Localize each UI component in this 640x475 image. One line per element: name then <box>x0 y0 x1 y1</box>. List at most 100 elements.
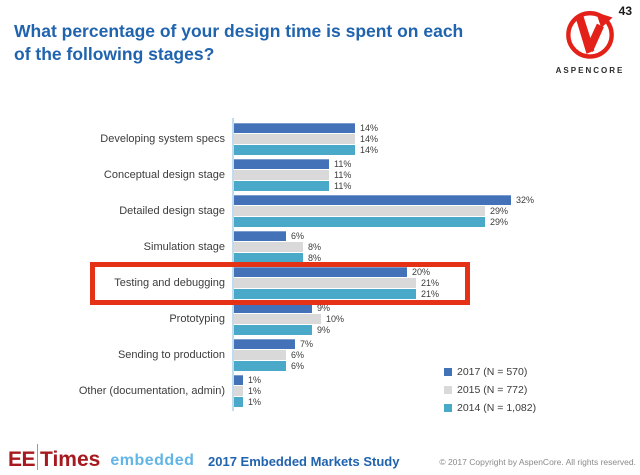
bar-line: 7% <box>234 339 313 349</box>
bar-2014 <box>234 181 329 191</box>
legend-item-2014: 2014 (N = 1,082) <box>444 399 536 417</box>
bar-2014 <box>234 361 286 371</box>
bar-line: 21% <box>234 289 439 299</box>
eetimes-logo: EE Times embedded <box>8 444 194 470</box>
bar-line: 6% <box>234 361 313 371</box>
value-label: 1% <box>248 397 262 407</box>
embedded-logo: embedded <box>110 452 195 469</box>
value-label: 6% <box>291 361 305 371</box>
chart-row: Conceptual design stage 11% 11% 11% <box>0 157 640 193</box>
value-label: 21% <box>421 278 440 288</box>
eetimes-logo-times: Times <box>40 448 101 471</box>
bar-group: 9% 10% 9% <box>234 303 344 336</box>
value-label: 32% <box>516 195 535 205</box>
value-label: 11% <box>334 181 352 191</box>
value-label: 20% <box>412 267 431 277</box>
bar-2015 <box>234 278 416 288</box>
chart-legend: 2017 (N = 570) 2015 (N = 772) 2014 (N = … <box>444 363 536 417</box>
chart-row: Detailed design stage 32% 29% 29% <box>0 193 640 229</box>
value-label: 7% <box>300 339 314 349</box>
value-label: 14% <box>360 145 379 155</box>
bar-2015 <box>234 350 286 360</box>
bar-line: 11% <box>234 181 351 191</box>
value-label: 29% <box>490 217 509 227</box>
bar-2015 <box>234 170 329 180</box>
legend-label-2015: 2015 (N = 772) <box>457 384 528 396</box>
category-label: Sending to production <box>117 349 225 361</box>
category-label: Developing system specs <box>100 133 225 145</box>
chart-rows: Developing system specs 14% 14% 14% Conceptu… <box>0 121 640 409</box>
bar-line: 29% <box>234 217 534 227</box>
bar-2015 <box>234 206 485 216</box>
category-label: Detailed design stage <box>119 205 225 217</box>
chart-row: Other (documentation, admin) 1% 1% 1% <box>0 373 640 409</box>
bar-2015 <box>234 386 243 396</box>
value-label: 11% <box>334 170 352 180</box>
value-label: 21% <box>421 289 440 299</box>
aspencore-logo-icon <box>564 11 616 64</box>
bar-group: 14% 14% 14% <box>234 123 378 156</box>
chart-row: Simulation stage 6% 8% 8% <box>0 229 640 265</box>
legend-swatch-2017 <box>444 368 452 376</box>
eetimes-logo-ee: EE <box>8 448 36 471</box>
bar-2015 <box>234 242 303 252</box>
category-label: Simulation stage <box>143 241 225 253</box>
legend-item-2015: 2015 (N = 772) <box>444 381 536 399</box>
value-label: 6% <box>291 231 305 241</box>
bar-2017 <box>234 303 312 313</box>
eetimes-logo-divider <box>37 444 39 470</box>
bar-line: 9% <box>234 325 344 335</box>
category-label: Prototyping <box>169 313 225 325</box>
bar-2015 <box>234 314 321 324</box>
chart-row: Developing system specs 14% 14% 14% <box>0 121 640 157</box>
bar-line: 6% <box>234 231 321 241</box>
bar-2014 <box>234 289 416 299</box>
category-label: Testing and debugging <box>114 277 225 289</box>
value-label: 9% <box>317 325 331 335</box>
bar-2017 <box>234 195 511 205</box>
bar-line: 11% <box>234 170 351 180</box>
bar-line: 8% <box>234 242 321 252</box>
bar-group: 11% 11% 11% <box>234 159 351 192</box>
bar-2015 <box>234 134 355 144</box>
value-label: 1% <box>248 386 262 396</box>
category-label: Other (documentation, admin) <box>78 385 225 397</box>
bar-2014 <box>234 217 485 227</box>
bar-group: 7% 6% 6% <box>234 339 313 372</box>
bar-2014 <box>234 145 355 155</box>
bar-2014 <box>234 397 243 407</box>
bar-line: 14% <box>234 123 378 133</box>
legend-item-2017: 2017 (N = 570) <box>444 363 536 381</box>
value-label: 10% <box>326 314 345 324</box>
study-title: 2017 Embedded Markets Study <box>208 454 400 469</box>
bar-2017 <box>234 159 329 169</box>
bar-group: 1% 1% 1% <box>234 375 261 408</box>
bar-2017 <box>234 123 355 133</box>
bar-2014 <box>234 325 312 335</box>
bar-line: 32% <box>234 195 534 205</box>
bar-line: 8% <box>234 253 321 263</box>
legend-swatch-2014 <box>444 404 452 412</box>
bar-line: 14% <box>234 145 378 155</box>
bar-line: 10% <box>234 314 344 324</box>
bar-2014 <box>234 253 303 263</box>
bar-2017 <box>234 231 286 241</box>
bar-2017 <box>234 267 407 277</box>
bar-line: 21% <box>234 278 439 288</box>
bar-line: 20% <box>234 267 439 277</box>
value-label: 6% <box>291 350 305 360</box>
aspencore-logo-text: ASPENCORE <box>555 66 625 75</box>
value-label: 29% <box>490 206 509 216</box>
bar-group: 6% 8% 8% <box>234 231 321 264</box>
bar-line: 11% <box>234 159 351 169</box>
bar-line: 9% <box>234 303 344 313</box>
chart-row: Prototyping 9% 10% 9% <box>0 301 640 337</box>
bar-group: 20% 21% 21% <box>234 267 439 300</box>
page-number: 43 <box>618 4 632 18</box>
legend-label-2017: 2017 (N = 570) <box>457 366 528 378</box>
value-label: 1% <box>248 375 262 385</box>
category-label: Conceptual design stage <box>103 169 225 181</box>
value-label: 8% <box>308 253 322 263</box>
legend-label-2014: 2014 (N = 1,082) <box>457 402 537 414</box>
